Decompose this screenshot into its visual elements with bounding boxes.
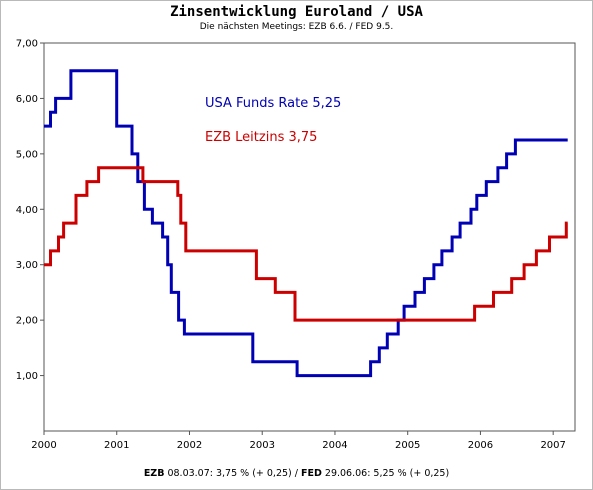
- x-tick-label: 2003: [249, 440, 274, 451]
- x-tick-label: 2007: [540, 440, 565, 451]
- ezb-leitzins-line: [44, 166, 568, 322]
- footer-fed-text: 29.06.06: 5,25 % (+ 0,25): [321, 468, 450, 479]
- y-tick-label: 4,00: [16, 205, 38, 216]
- usa-series-label: USA Funds Rate 5,25: [205, 96, 341, 111]
- y-tick-label: 2,00: [16, 316, 38, 327]
- footer-fed-label: FED: [301, 468, 322, 479]
- y-tick-label: 7,00: [16, 39, 38, 50]
- footer-ezb-label: EZB: [143, 468, 165, 479]
- footer-ezb-text: 08.03.07: 3,75 % (+ 0,25) /: [164, 468, 301, 479]
- y-tick-label: 5,00: [16, 149, 38, 160]
- y-tick-label: 3,00: [16, 260, 38, 271]
- plot-area: [43, 42, 576, 432]
- x-tick-label: 2006: [468, 440, 493, 451]
- chart-title: Zinsentwicklung Euroland / USA: [170, 4, 423, 20]
- ezb-series-label: EZB Leitzins 3,75: [205, 130, 317, 145]
- y-tick-label: 6,00: [16, 94, 38, 105]
- x-tick-label: 2002: [177, 440, 202, 451]
- chart-subtitle: Die nächsten Meetings: EZB 6.6. / FED 9.…: [199, 22, 394, 32]
- footer-note: EZB 08.03.07: 3,75 % (+ 0,25) / FED 29.0…: [0, 468, 593, 479]
- y-tick-label: 1,00: [16, 371, 38, 382]
- x-tick-label: 2005: [395, 440, 420, 451]
- x-tick-label: 2004: [322, 440, 347, 451]
- x-tick-label: 2000: [31, 440, 56, 451]
- x-tick-label: 2001: [104, 440, 129, 451]
- usa-funds-rate-line: [44, 69, 568, 378]
